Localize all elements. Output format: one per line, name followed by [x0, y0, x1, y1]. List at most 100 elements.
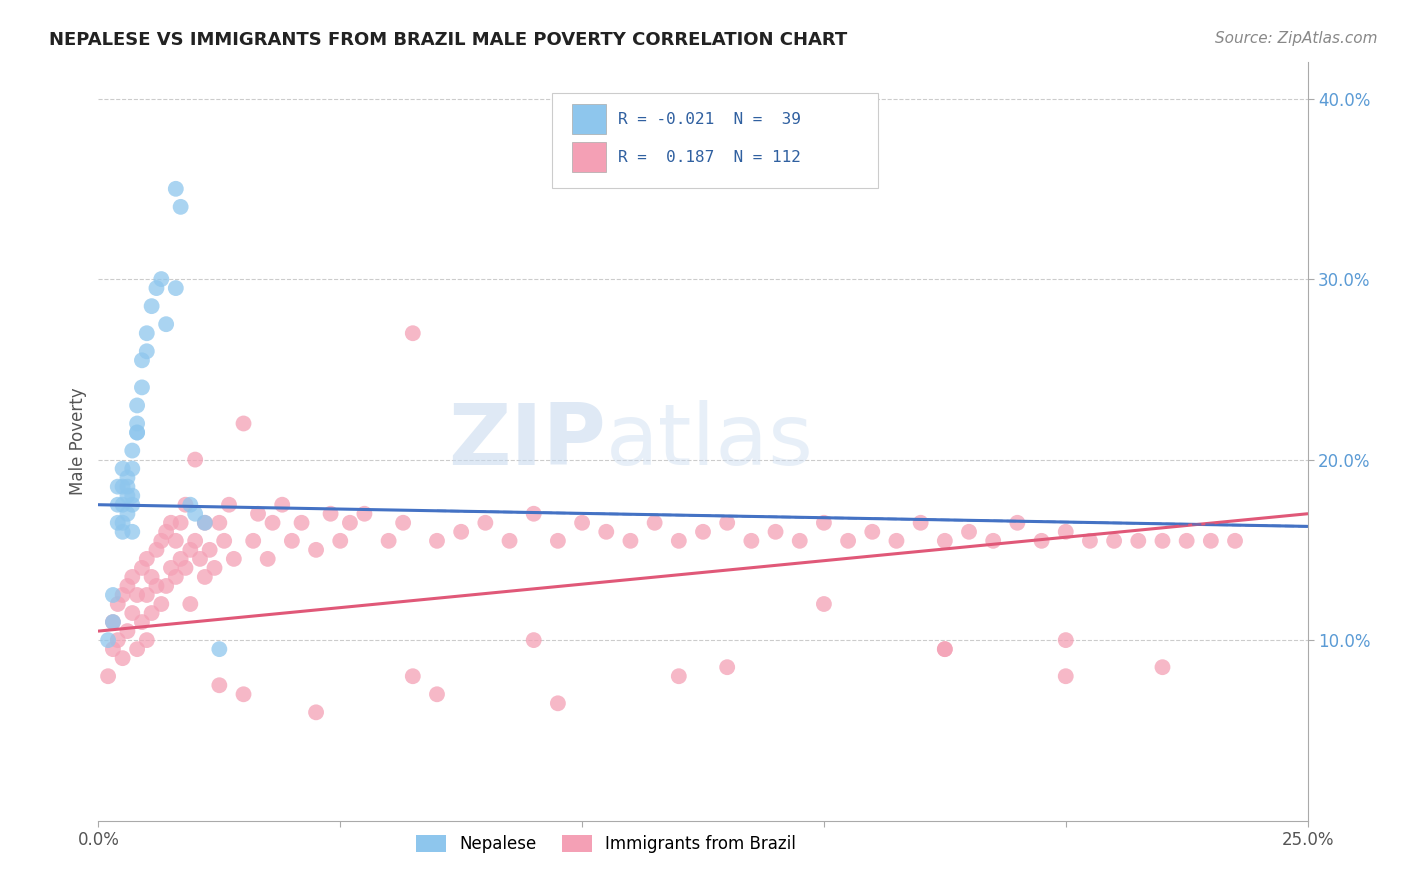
Point: [1054, 669, 1077, 683]
Point: [523, 507, 546, 521]
Point: [165, 281, 187, 295]
Point: [169, 552, 191, 566]
Point: [169, 516, 191, 530]
Point: [474, 516, 496, 530]
Point: [1031, 533, 1053, 548]
Point: [198, 542, 221, 557]
Point: [194, 516, 217, 530]
Point: [1007, 516, 1029, 530]
Point: [111, 516, 134, 530]
Point: [131, 380, 153, 394]
Point: [222, 552, 245, 566]
Point: [208, 516, 231, 530]
Point: [135, 326, 157, 341]
Point: [160, 516, 183, 530]
Point: [121, 606, 143, 620]
Point: [155, 579, 177, 593]
Point: [184, 452, 207, 467]
Point: [668, 669, 690, 683]
Point: [194, 570, 217, 584]
Text: atlas: atlas: [606, 400, 814, 483]
Point: [101, 642, 124, 657]
Point: [141, 606, 163, 620]
Point: [692, 524, 714, 539]
Point: [107, 516, 129, 530]
Point: [127, 425, 149, 440]
Point: [1199, 533, 1222, 548]
Point: [1223, 533, 1246, 548]
Point: [547, 696, 569, 710]
Point: [595, 524, 617, 539]
Point: [523, 633, 546, 648]
Text: Source: ZipAtlas.com: Source: ZipAtlas.com: [1215, 31, 1378, 46]
Point: [179, 597, 201, 611]
Point: [353, 507, 375, 521]
Point: [101, 588, 124, 602]
Point: [208, 678, 231, 692]
Point: [145, 542, 167, 557]
Point: [165, 570, 187, 584]
Point: [194, 516, 217, 530]
Point: [127, 425, 149, 440]
Point: [117, 624, 139, 639]
Point: [179, 498, 201, 512]
Point: [262, 516, 284, 530]
Point: [121, 524, 143, 539]
Point: [571, 516, 593, 530]
Point: [121, 570, 143, 584]
Point: [957, 524, 980, 539]
Point: [305, 706, 328, 720]
Point: [232, 417, 254, 431]
Point: [547, 533, 569, 548]
Point: [392, 516, 415, 530]
Point: [117, 470, 139, 484]
Point: [101, 615, 124, 629]
Point: [107, 480, 129, 494]
Point: [426, 533, 449, 548]
Point: [145, 281, 167, 295]
Point: [377, 533, 399, 548]
Point: [169, 200, 191, 214]
Point: [934, 533, 956, 548]
Point: [204, 561, 226, 575]
Point: [179, 542, 201, 557]
Point: [256, 552, 278, 566]
Text: R = -0.021  N =  39: R = -0.021 N = 39: [619, 112, 801, 127]
Point: [141, 570, 163, 584]
Point: [1054, 524, 1077, 539]
Point: [1078, 533, 1101, 548]
Point: [329, 533, 352, 548]
Point: [111, 461, 134, 475]
Legend: Nepalese, Immigrants from Brazil: Nepalese, Immigrants from Brazil: [408, 827, 804, 862]
Point: [174, 498, 197, 512]
Point: [127, 399, 149, 413]
Point: [131, 615, 153, 629]
Point: [668, 533, 690, 548]
Point: [934, 642, 956, 657]
FancyBboxPatch shape: [551, 93, 879, 187]
Point: [1152, 660, 1174, 674]
Text: ZIP: ZIP: [449, 400, 606, 483]
Point: [934, 642, 956, 657]
Point: [127, 417, 149, 431]
Point: [290, 516, 312, 530]
Point: [339, 516, 361, 530]
Point: [174, 561, 197, 575]
Point: [160, 561, 183, 575]
Point: [402, 326, 425, 341]
Point: [716, 516, 738, 530]
Bar: [572, 142, 606, 172]
Point: [111, 651, 134, 665]
Point: [837, 533, 859, 548]
Point: [886, 533, 908, 548]
Point: [242, 533, 264, 548]
Bar: [572, 104, 606, 135]
Point: [131, 561, 153, 575]
Point: [107, 597, 129, 611]
Point: [218, 498, 240, 512]
Point: [121, 498, 143, 512]
Point: [141, 299, 163, 313]
Y-axis label: Male Poverty: Male Poverty: [69, 388, 87, 495]
Point: [145, 579, 167, 593]
Point: [740, 533, 762, 548]
